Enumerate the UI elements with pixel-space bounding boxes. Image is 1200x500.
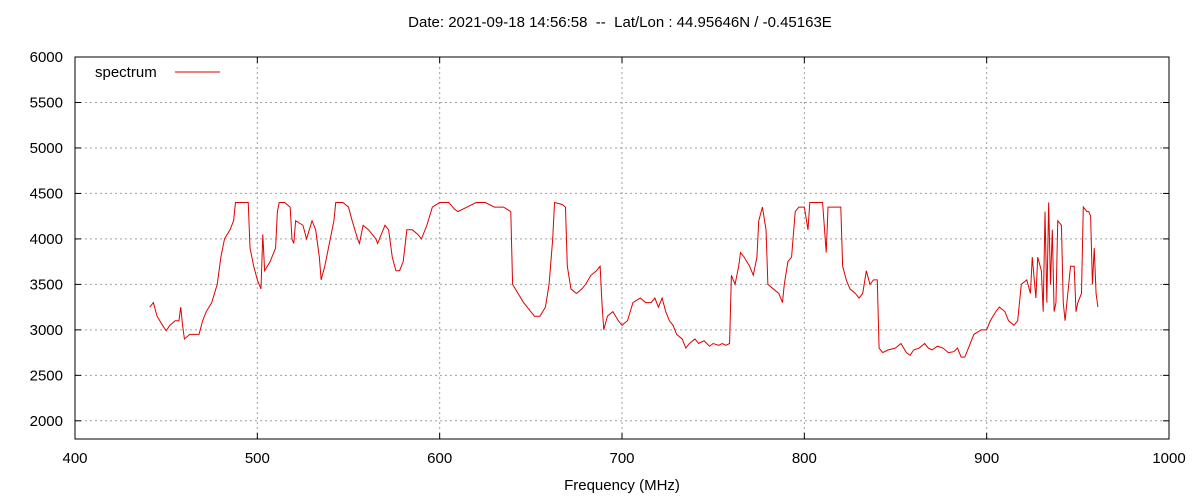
y-tick-label: 3000: [30, 322, 63, 339]
y-tick-label: 6000: [30, 49, 63, 66]
x-tick-label: 900: [974, 450, 999, 467]
y-tick-label: 5500: [30, 94, 63, 111]
x-tick-label: 600: [427, 450, 452, 467]
x-tick-label: 400: [62, 450, 87, 467]
legend-label: spectrum: [95, 64, 157, 81]
x-tick-label: 700: [609, 450, 634, 467]
x-tick-label: 500: [245, 450, 270, 467]
y-tick-label: 2000: [30, 413, 63, 430]
spectrum-line: [149, 201, 1099, 358]
chart-title: Date: 2021-09-18 14:56:58 -- Lat/Lon : 4…: [408, 14, 832, 31]
y-tick-label: 3500: [30, 276, 63, 293]
x-tick-label: 1000: [1152, 450, 1185, 467]
y-tick-label: 2500: [30, 367, 63, 384]
y-tick-label: 5000: [30, 140, 63, 157]
x-axis-label: Frequency (MHz): [564, 477, 680, 494]
plot-frame: [74, 56, 1170, 440]
y-tick-label: 4500: [30, 185, 63, 202]
y-tick-label: 4000: [30, 231, 63, 248]
x-tick-label: 800: [792, 450, 817, 467]
